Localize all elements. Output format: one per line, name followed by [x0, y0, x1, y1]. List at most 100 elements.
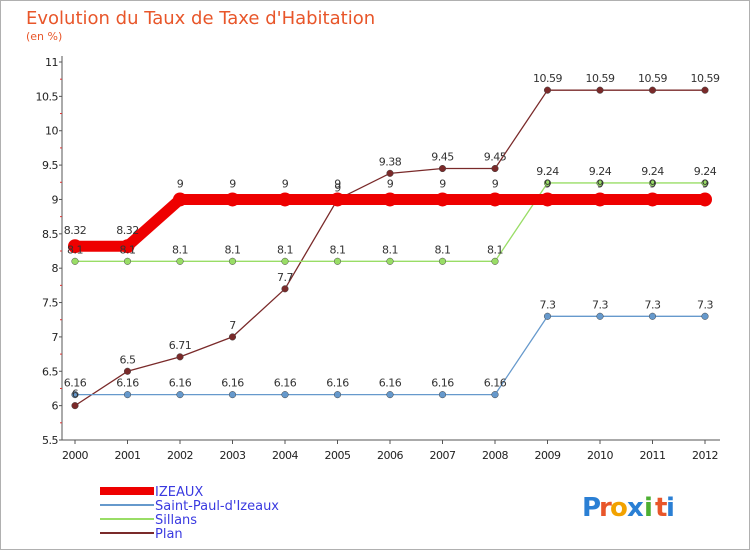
data-point	[648, 179, 657, 187]
data-label: 9	[649, 177, 656, 190]
data-label: 9	[702, 177, 709, 190]
data-point	[593, 192, 607, 207]
data-point	[386, 391, 394, 399]
data-label: 9	[334, 177, 341, 190]
data-point	[386, 257, 394, 265]
data-point	[596, 312, 604, 320]
x-tick-label: 2007	[430, 449, 456, 462]
data-point	[488, 192, 502, 207]
data-point	[698, 192, 712, 207]
data-point	[596, 86, 604, 94]
chart-subtitle: (en %)	[26, 30, 62, 43]
x-tick-label: 2010	[587, 449, 613, 462]
data-point	[228, 257, 237, 265]
data-label: 6.16	[116, 377, 139, 390]
data-label: 9	[597, 177, 604, 190]
data-point	[176, 353, 184, 361]
data-label: 7.3	[697, 298, 713, 311]
data-label: 9	[282, 177, 289, 190]
data-label: 10.59	[691, 72, 720, 85]
y-tick-label: 8	[52, 262, 59, 275]
data-label: 9	[177, 177, 184, 190]
data-label: 9.24	[589, 165, 612, 178]
data-label: 7.3	[592, 298, 608, 311]
data-label: 6.71	[169, 339, 192, 352]
data-point	[435, 192, 450, 207]
data-point	[173, 192, 187, 207]
y-tick-label: 10.5	[36, 90, 59, 103]
data-point	[228, 333, 237, 341]
data-point	[491, 257, 499, 265]
x-tick-label: 2001	[115, 449, 141, 462]
data-label: 6.16	[484, 377, 507, 390]
data-label: 6.16	[431, 377, 454, 390]
data-point	[540, 192, 555, 207]
legend-label: IZEAUX	[155, 485, 203, 500]
y-tick-label: 9.5	[42, 159, 58, 172]
data-label: 6	[72, 388, 79, 401]
y-tick-label: 8.5	[42, 228, 58, 241]
data-point	[71, 402, 79, 410]
chart-title: Evolution du Taux de Taxe d'Habitation	[26, 8, 375, 29]
data-point	[281, 285, 289, 293]
y-tick-label: 7.5	[42, 297, 58, 310]
data-point	[648, 312, 657, 320]
x-tick-label: 2008	[482, 449, 508, 462]
data-point	[491, 164, 499, 173]
data-label: 6.16	[169, 377, 192, 390]
data-point	[71, 391, 79, 399]
data-label: 8.1	[277, 243, 293, 256]
data-label: 9.45	[484, 151, 507, 164]
y-tick-label: 10	[45, 125, 58, 138]
x-tick-label: 2009	[535, 449, 561, 462]
y-tick-label: 5.5	[42, 434, 58, 447]
data-point	[438, 164, 447, 173]
data-label: 6.16	[379, 377, 402, 390]
data-label: 9	[439, 177, 446, 190]
data-label: 9.24	[536, 165, 559, 178]
x-tick-label: 2011	[640, 449, 666, 462]
data-point	[596, 179, 604, 187]
data-point	[491, 391, 499, 399]
data-point	[278, 192, 292, 207]
data-label: 8.1	[120, 243, 136, 256]
data-point	[701, 312, 709, 320]
data-point	[645, 192, 660, 207]
data-label: 8.1	[67, 243, 83, 256]
data-point	[71, 257, 79, 265]
data-point	[123, 391, 132, 399]
x-tick-label: 2000	[62, 449, 88, 462]
legend-label: Sillans	[155, 513, 197, 528]
data-point	[330, 192, 345, 207]
data-label: 6.16	[326, 377, 349, 390]
data-point	[225, 192, 240, 207]
data-label: 9.24	[641, 165, 664, 178]
brand-letter: r	[599, 493, 613, 523]
data-label: 9.38	[379, 155, 402, 168]
y-tick-label: 6	[52, 400, 59, 413]
data-label: 6.16	[274, 377, 297, 390]
data-point	[68, 239, 82, 254]
y-tick-label: 9	[52, 193, 59, 206]
data-point	[438, 257, 447, 265]
data-label: 8.1	[487, 243, 503, 256]
data-label: 8.1	[435, 243, 451, 256]
data-label: 10.59	[586, 72, 615, 85]
data-label: 9.45	[431, 151, 454, 164]
data-point	[123, 257, 132, 265]
data-label: 9	[492, 177, 499, 190]
series-layer	[68, 86, 712, 410]
data-label: 9	[334, 181, 341, 194]
brand-letter: i	[644, 493, 654, 523]
x-tick-label: 2012	[692, 449, 718, 462]
y-tick-label: 6.5	[42, 365, 58, 378]
data-label: 8.32	[64, 224, 87, 237]
data-point	[120, 239, 135, 254]
data-label: 6.16	[221, 377, 244, 390]
brand-letter: x	[627, 493, 645, 523]
data-label: 6.5	[120, 353, 136, 366]
